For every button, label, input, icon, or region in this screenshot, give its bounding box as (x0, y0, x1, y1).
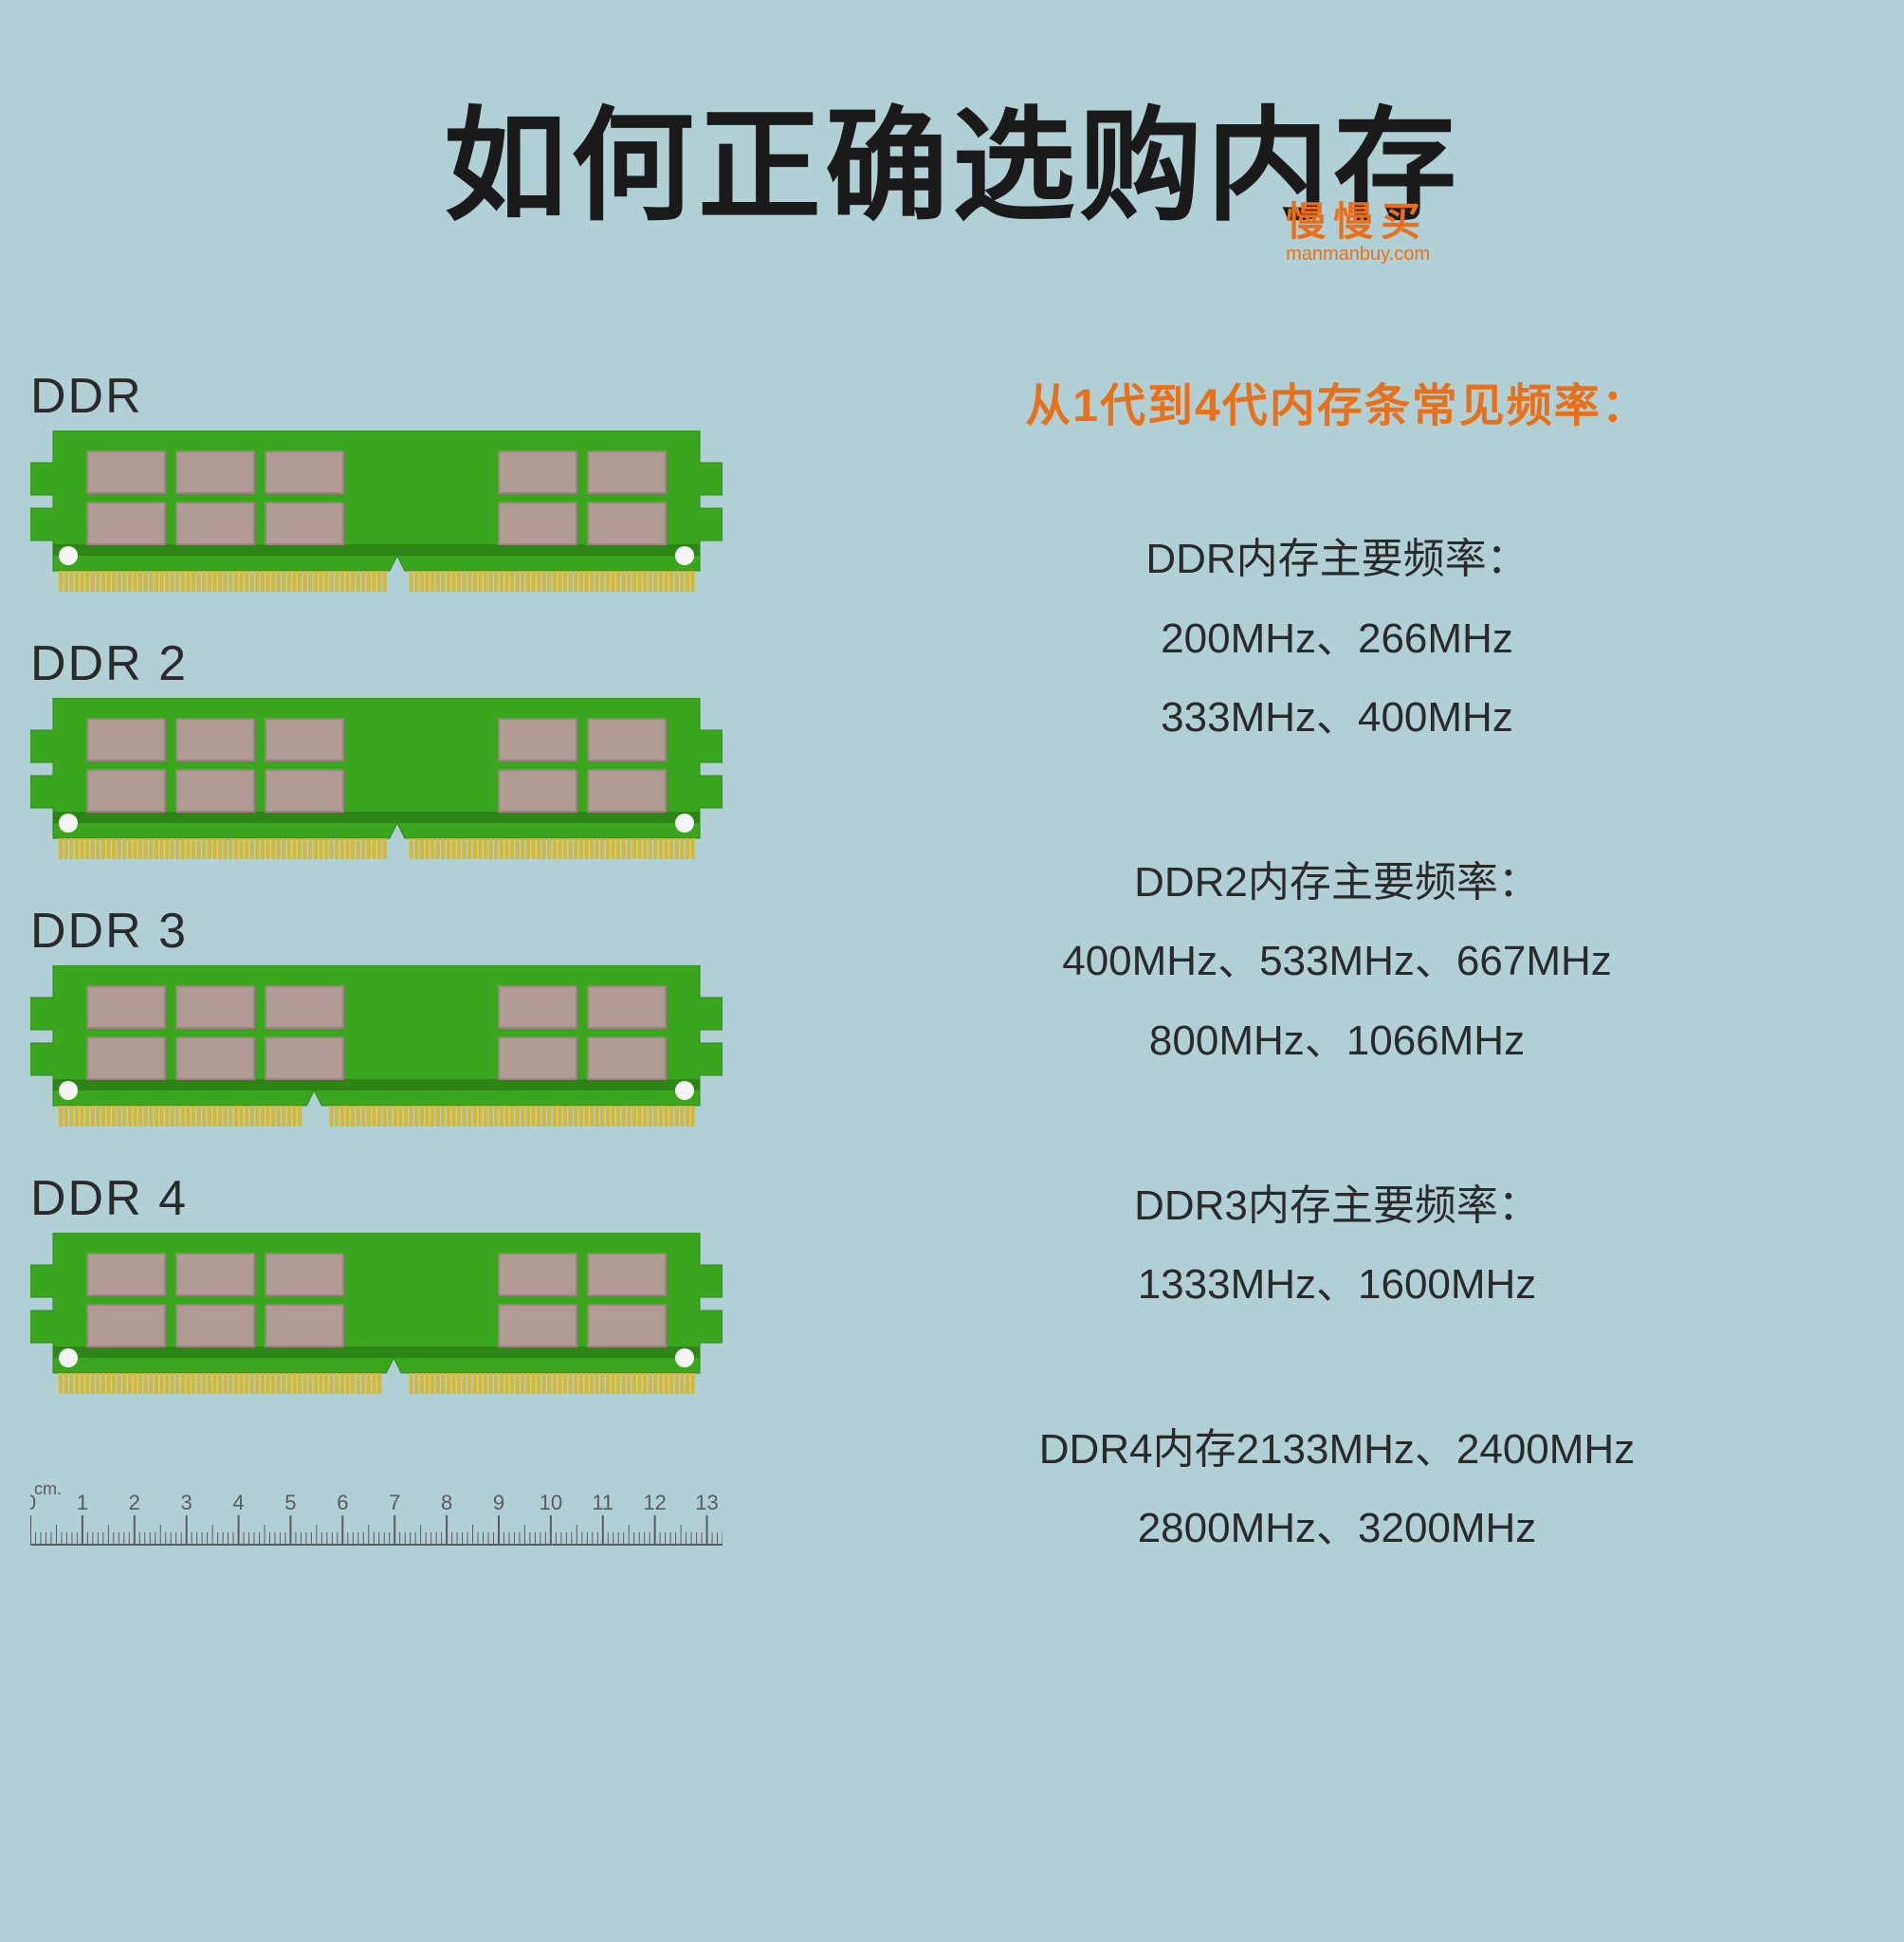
svg-text:12: 12 (643, 1491, 666, 1514)
ram-module-label: DDR (30, 368, 770, 425)
ram-module-icon (30, 698, 723, 859)
frequency-group: DDR2内存主要频率：400MHz、533MHz、667MHz800MHz、10… (827, 843, 1847, 1081)
page-title: 如何正确选购内存 (0, 66, 1904, 245)
ram-module-icon (30, 431, 723, 592)
brand-en: manmanbuy.com (1286, 244, 1430, 266)
ram-module-block: DDR (30, 368, 770, 592)
ram-module-block: DDR 3 (30, 903, 770, 1127)
brand-cn: 慢慢买 (1286, 190, 1430, 247)
frequency-line: 800MHz、1066MHz (827, 1001, 1847, 1081)
frequency-group-title: DDR4内存2133MHz、2400MHz (827, 1410, 1847, 1490)
frequency-column: 从1代到4代内存条常见频率： DDR内存主要频率：200MHz、266MHz33… (770, 368, 1847, 1568)
ram-module-block: DDR 4 (30, 1170, 770, 1394)
frequency-line: 400MHz、533MHz、667MHz (827, 922, 1847, 1001)
svg-text:7: 7 (389, 1491, 400, 1514)
svg-text:3: 3 (181, 1491, 192, 1514)
svg-text:6: 6 (337, 1491, 348, 1514)
frequency-group-title: DDR2内存主要频率： (827, 843, 1847, 923)
frequency-line: 333MHz、400MHz (827, 678, 1847, 758)
ram-module-icon (30, 1233, 723, 1394)
cm-ruler: 012345678910111213cm. (30, 1479, 723, 1546)
frequency-line: 200MHz、266MHz (827, 599, 1847, 679)
ram-module-icon (30, 965, 723, 1127)
svg-text:4: 4 (232, 1491, 244, 1514)
frequency-group-title: DDR内存主要频率： (827, 520, 1847, 599)
ram-module-label: DDR 4 (30, 1170, 770, 1227)
ram-module-block: DDR 2 (30, 635, 770, 859)
frequency-line: 1333MHz、1600MHz (827, 1245, 1847, 1325)
frequency-header: 从1代到4代内存条常见频率： (827, 368, 1847, 434)
svg-text:8: 8 (441, 1491, 452, 1514)
frequency-group-title: DDR3内存主要频率： (827, 1166, 1847, 1246)
svg-text:cm.: cm. (34, 1479, 62, 1498)
ram-module-label: DDR 3 (30, 903, 770, 960)
frequency-group: DDR内存主要频率：200MHz、266MHz333MHz、400MHz (827, 520, 1847, 758)
ram-module-label: DDR 2 (30, 635, 770, 692)
svg-text:13: 13 (695, 1491, 718, 1514)
svg-text:9: 9 (493, 1491, 504, 1514)
ram-diagram-column: DDR DDR 2 DDR 3 DDR 4 012345678910111213… (30, 368, 770, 1568)
brand-watermark: 慢慢买 manmanbuy.com (1286, 190, 1430, 266)
svg-text:1: 1 (77, 1491, 88, 1514)
frequency-line: 2800MHz、3200MHz (827, 1489, 1847, 1568)
svg-text:11: 11 (592, 1491, 613, 1514)
svg-text:10: 10 (540, 1491, 562, 1514)
svg-text:5: 5 (284, 1491, 296, 1514)
svg-text:2: 2 (129, 1491, 140, 1514)
frequency-group: DDR3内存主要频率：1333MHz、1600MHz (827, 1166, 1847, 1325)
frequency-group: DDR4内存2133MHz、2400MHz2800MHz、3200MHz (827, 1410, 1847, 1568)
